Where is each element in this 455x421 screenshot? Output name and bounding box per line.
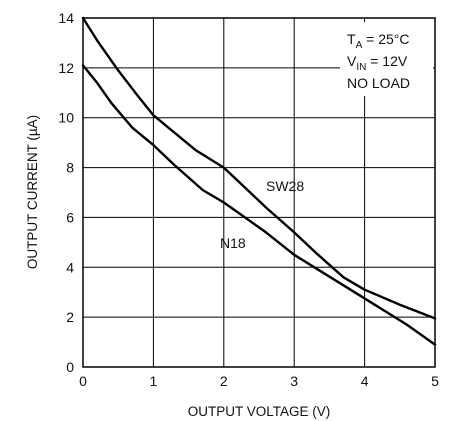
x-tick-label-1: 1 (150, 373, 158, 389)
y-tick-label-0: 0 (66, 359, 74, 375)
x-tick-label-4: 4 (361, 373, 369, 389)
y-tick-label-5: 10 (58, 110, 74, 126)
y-tick-label-4: 8 (66, 160, 74, 176)
plot-frame (82, 17, 436, 368)
series-label-n18: N18 (220, 235, 246, 251)
load-condition: NO LOAD (347, 75, 410, 91)
conditions-box (340, 22, 433, 96)
y-tick-label-2: 4 (66, 259, 74, 275)
x-axis-title: OUTPUT VOLTAGE (V) (188, 404, 331, 419)
series-lines (81, 16, 437, 346)
x-tick-label-2: 2 (220, 373, 228, 389)
vin-condition: VIN = 12V (347, 53, 408, 73)
y-tick-label-3: 6 (66, 209, 74, 225)
y-axis-title: OUTPUT CURRENT (µA) (25, 115, 40, 269)
x-tick-label-5: 5 (431, 373, 439, 389)
ta-condition: TA = 25°C (347, 31, 409, 51)
series-label-sw28: SW28 (266, 178, 304, 194)
y-tick-label-1: 2 (66, 309, 74, 325)
x-tick-label-0: 0 (79, 373, 87, 389)
y-tick-label-7: 14 (58, 10, 74, 26)
series-line-sw28 (81, 16, 437, 320)
x-tick-label-3: 3 (290, 373, 298, 389)
y-tick-label-6: 12 (58, 60, 74, 76)
plot-border (82, 17, 436, 368)
series-line-n18 (81, 64, 437, 346)
